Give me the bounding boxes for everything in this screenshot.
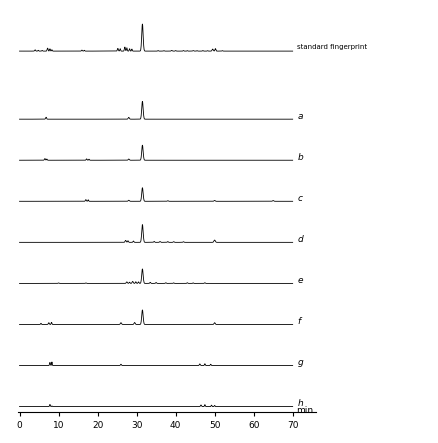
Text: c: c [297, 194, 302, 203]
Text: standard fingerprint: standard fingerprint [297, 44, 367, 51]
Text: a: a [297, 112, 302, 121]
Text: h: h [297, 400, 302, 408]
Text: f: f [297, 317, 300, 326]
Text: b: b [297, 153, 302, 162]
Text: e: e [297, 276, 302, 285]
Text: g: g [297, 358, 302, 367]
Text: d: d [297, 235, 302, 244]
Text: min: min [295, 406, 312, 415]
